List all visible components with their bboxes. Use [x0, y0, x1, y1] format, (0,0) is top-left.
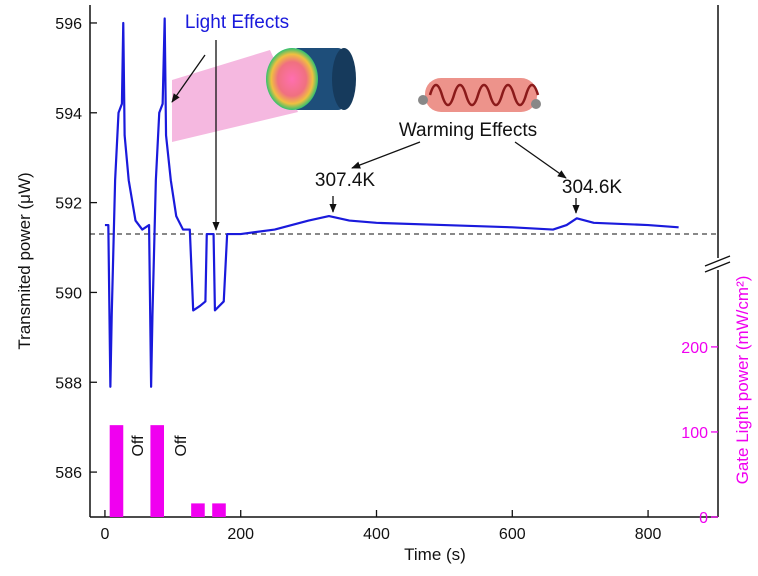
y-tick-label: 590	[55, 285, 82, 302]
annotation: 307.4K	[315, 170, 376, 191]
axis-break	[704, 255, 731, 267]
light-source-icon	[266, 48, 356, 110]
x-tick-label: 600	[499, 526, 526, 543]
y-tick-label: 586	[55, 465, 82, 482]
annotation: 304.6K	[562, 177, 623, 198]
x-tick-label: 0	[100, 526, 109, 543]
y2-tick-label: 0	[699, 510, 708, 527]
y2-tick-label: 100	[681, 425, 708, 442]
light-bar	[109, 425, 124, 517]
arrows	[171, 40, 580, 231]
y2-axis-label: Gate Light power (mW/cm²)	[733, 276, 752, 485]
x-axis-label: Time (s)	[404, 545, 466, 564]
x-tick-label: 200	[227, 526, 254, 543]
light-bar	[150, 425, 165, 517]
axis-break	[704, 261, 731, 273]
annotation: Off	[130, 435, 147, 457]
light-bar	[212, 503, 226, 517]
y-axis-label: Transmited power (μW)	[15, 172, 34, 349]
heater-coil-icon	[418, 78, 541, 112]
y-tick-label: 588	[55, 375, 82, 392]
annotation: Warming Effects	[399, 120, 537, 141]
x-tick-label: 800	[635, 526, 662, 543]
annotation: Off	[173, 435, 190, 457]
y-tick-label: 594	[55, 106, 82, 123]
light-bar	[191, 503, 205, 517]
x-tick-label: 400	[363, 526, 390, 543]
y-tick-label: 592	[55, 196, 82, 213]
power-line	[104, 17, 679, 388]
y2-tick-label: 200	[681, 340, 708, 357]
annotation: Light Effects	[185, 12, 289, 33]
y-tick-label: 596	[55, 16, 82, 33]
